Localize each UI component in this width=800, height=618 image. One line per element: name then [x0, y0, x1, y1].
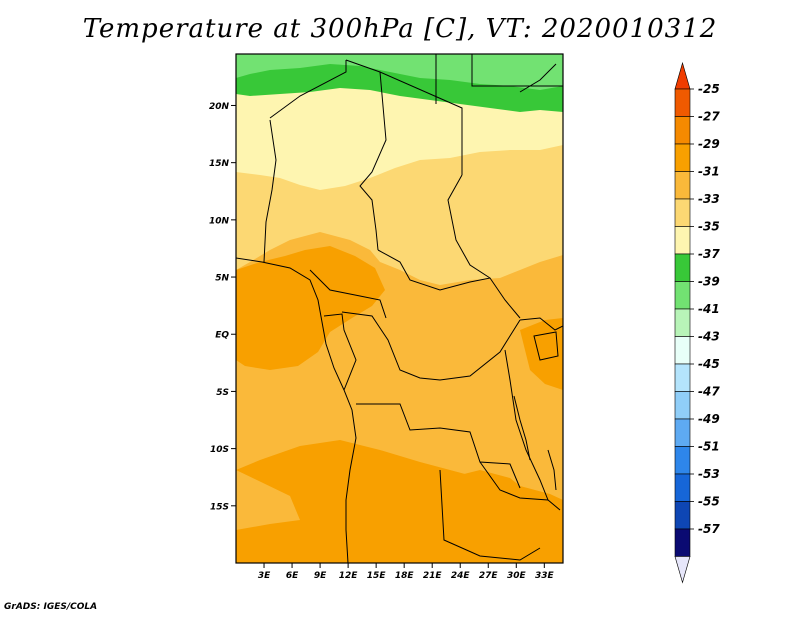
colorbar-label: -33 [698, 192, 720, 206]
lat-tick-label: 20N [209, 102, 230, 112]
lon-tick-label: 30E [507, 571, 527, 581]
band-27-east [520, 318, 563, 390]
colorbar-swatch [674, 473, 691, 502]
border-libya-egypt [471, 54, 563, 87]
lon-tick-label: 9E [314, 571, 327, 581]
colorbar-label: -37 [698, 247, 720, 261]
red-sea-coast [519, 63, 557, 93]
temperature-field [236, 54, 563, 563]
border-nigeria [263, 119, 277, 263]
lon-tick-label: 12E [339, 571, 359, 581]
lon-tick-label: 27E [479, 571, 499, 581]
colorbar-label: -45 [698, 357, 720, 371]
lon-tick-label: 33E [535, 571, 555, 581]
colorbar-bottom-arrow [674, 556, 691, 584]
colorbar-label: -29 [698, 137, 720, 151]
colorbar-label: -27 [698, 110, 720, 124]
border-cameroon [309, 269, 387, 319]
map-frame [235, 53, 564, 564]
colorbar-swatch [674, 501, 691, 530]
lon-tick-label: 6E [286, 571, 299, 581]
lake-victoria [533, 331, 559, 361]
colorbar: -25 -27 -29 -31 -33 -35 -37 -39 -41 -43 -45 -47 -49 -… [674, 61, 720, 584]
colorbar-label: -51 [698, 440, 720, 454]
border-chad-sudan [447, 174, 491, 279]
colorbar-swatch [674, 88, 691, 117]
lat-tick-label: 15N [209, 159, 230, 169]
border-gabon [323, 313, 357, 391]
colorbar-label: -43 [698, 330, 720, 344]
border-congo [341, 311, 521, 381]
border-car [377, 249, 521, 319]
lat-tick-label: 15S [210, 502, 229, 512]
lon-tick-label: 15E [367, 571, 387, 581]
colorbar-swatch [674, 281, 691, 310]
colorbar-swatch [674, 308, 691, 337]
lat-tick-label: 5N [215, 274, 229, 284]
colorbar-label: -25 [698, 82, 720, 96]
colorbar-swatch [674, 253, 691, 282]
lake-malawi [547, 449, 557, 491]
border-niger-chad [359, 71, 387, 251]
lat-tick-label: 10N [209, 216, 230, 226]
lat-tick-label: 10S [210, 445, 229, 455]
border-mali-niger [269, 60, 347, 119]
longitude-axis: 3E 6E 9E 12E 15E 18E 21E 24E 27E 30E 33E [258, 563, 555, 581]
lon-tick-label: 18E [395, 571, 415, 581]
colorbar-swatch [674, 198, 691, 227]
colorbar-label: -35 [698, 220, 720, 234]
band-27-mid [400, 470, 530, 506]
band-27-west [236, 246, 385, 370]
colorbar-label: -55 [698, 495, 720, 509]
lat-tick-label: EQ [215, 331, 229, 341]
colorbar-swatch [674, 143, 691, 172]
grads-credit: GrADS: IGES/COLA [4, 602, 98, 612]
band-39 [236, 54, 563, 90]
colorbar-swatch [674, 226, 691, 255]
colorbar-swatch [674, 418, 691, 447]
band-27-south [236, 440, 563, 563]
lon-tick-label: 24E [451, 571, 471, 581]
colorbar-swatch [674, 391, 691, 420]
colorbar-label: -41 [698, 302, 720, 316]
colorbar-label: -53 [698, 467, 720, 481]
border-east [504, 349, 549, 501]
colorbar-swatch [674, 116, 691, 145]
colorbar-label: -39 [698, 275, 720, 289]
border-zambia [479, 461, 561, 511]
colorbar-swatch [674, 528, 691, 557]
colorbar-swatch [674, 363, 691, 392]
colorbar-swatch [674, 171, 691, 200]
border-angola-zambia [439, 469, 541, 561]
map-title: Temperature at 300hPa [C], VT: 202001031… [82, 14, 718, 44]
colorbar-swatch [674, 446, 691, 475]
coastline [236, 257, 357, 563]
lon-tick-label: 3E [258, 571, 271, 581]
colorbar-label: -49 [698, 412, 720, 426]
colorbar-label: -57 [698, 522, 720, 536]
latitude-axis: 20N 15N 10N 5N EQ 5S 10S 15S [209, 102, 236, 512]
colorbar-swatch [674, 336, 691, 365]
colorbar-label: -47 [698, 385, 720, 399]
lat-tick-label: 5S [216, 388, 229, 398]
border-libya-niger [345, 59, 463, 175]
colorbar-label: -31 [698, 165, 720, 179]
country-borders [236, 54, 563, 563]
border-drc-angola [356, 403, 521, 489]
lake-tanganyika [513, 395, 531, 461]
colorbar-top-arrow [674, 61, 691, 90]
lon-tick-label: 21E [423, 571, 443, 581]
border-uganda [519, 317, 563, 331]
